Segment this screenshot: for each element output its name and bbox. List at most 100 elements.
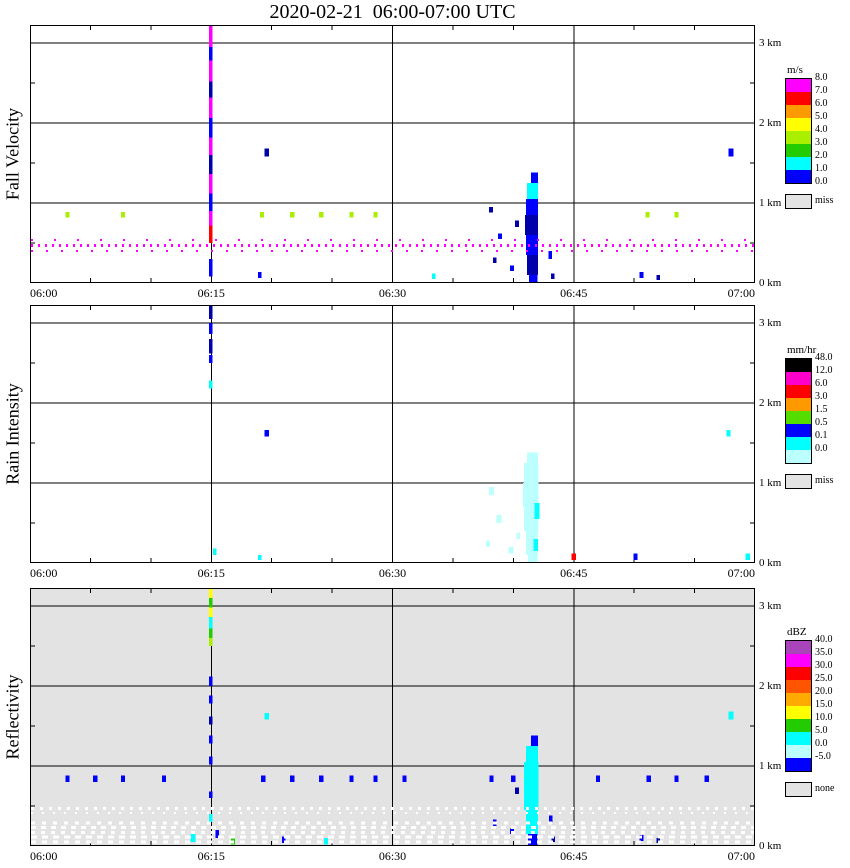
x-tick-label: 06:30 bbox=[378, 566, 407, 580]
plot-frame bbox=[30, 25, 755, 283]
legend-tick-label: 6.0 bbox=[815, 98, 828, 109]
y-tick-label: 1 km bbox=[759, 477, 782, 489]
echo-mark bbox=[120, 211, 126, 218]
echo-mark bbox=[257, 271, 262, 279]
echo-mark bbox=[208, 791, 213, 798]
legend-tick-label: 3.0 bbox=[815, 391, 828, 402]
echo-mark bbox=[548, 251, 552, 259]
echo-mark bbox=[65, 775, 70, 782]
echo-mark bbox=[527, 834, 538, 846]
legend-cell bbox=[786, 719, 811, 732]
legend-cell bbox=[786, 641, 811, 654]
legend-cell bbox=[786, 450, 811, 463]
x-tick-label: 06:15 bbox=[197, 849, 225, 863]
plot-frame bbox=[30, 588, 755, 846]
legend-cell bbox=[786, 706, 811, 719]
legend-tick-label: 0.1 bbox=[815, 430, 828, 441]
echo-mark bbox=[656, 838, 661, 843]
echo-mark bbox=[290, 775, 295, 782]
legend-cell bbox=[786, 654, 811, 667]
echo-mark bbox=[489, 775, 494, 782]
echo-mark bbox=[645, 211, 650, 218]
echo-mark bbox=[208, 323, 213, 335]
x-tick-label: 06:45 bbox=[560, 849, 588, 863]
x-tick-label: 07:00 bbox=[727, 566, 755, 580]
echo-mark bbox=[530, 172, 539, 183]
legend-cell bbox=[786, 79, 811, 92]
echo-mark bbox=[208, 137, 213, 155]
echo-mark bbox=[524, 786, 539, 810]
echo-mark bbox=[745, 553, 751, 560]
legend-tick-label: 0.0 bbox=[815, 443, 828, 454]
legend-tick-label: 5.0 bbox=[815, 725, 828, 736]
x-tick-label: 06:45 bbox=[560, 286, 588, 300]
echo-mark bbox=[526, 235, 539, 255]
plot-frame bbox=[30, 305, 755, 563]
echo-mark bbox=[261, 775, 266, 782]
echo-mark bbox=[208, 118, 213, 138]
legend-tick-label: 0.0 bbox=[815, 176, 828, 187]
legend-cell bbox=[786, 411, 811, 424]
echo-mark bbox=[595, 775, 601, 782]
legend-tick-label: 1.5 bbox=[815, 404, 828, 415]
legend-tick-label: 6.0 bbox=[815, 378, 828, 389]
legend-tick-label: 7.0 bbox=[815, 85, 828, 96]
echo-mark bbox=[524, 215, 539, 235]
legend-cell bbox=[786, 693, 811, 706]
echo-mark bbox=[515, 220, 519, 227]
legend-cell bbox=[786, 680, 811, 693]
echo-mark bbox=[515, 787, 519, 794]
echo-mark bbox=[208, 695, 213, 704]
legend-tick-label: 40.0 bbox=[815, 634, 833, 645]
legend-cell bbox=[786, 437, 811, 450]
color-scale-bar bbox=[785, 358, 812, 464]
legend-missing-label: none bbox=[815, 783, 835, 794]
echo-mark bbox=[208, 598, 213, 608]
legend-unit-label: m/s bbox=[787, 64, 803, 76]
echo-mark bbox=[208, 380, 213, 389]
x-tick-label: 06:00 bbox=[30, 286, 58, 300]
echo-mark bbox=[208, 607, 213, 618]
legend-cell bbox=[786, 398, 811, 411]
echo-mark bbox=[208, 81, 213, 98]
y-tick-label: 0 km bbox=[759, 557, 782, 569]
echo-mark bbox=[290, 211, 295, 218]
echo-mark bbox=[208, 716, 213, 725]
page-title: 2020-02-21 06:00-07:00 UTC bbox=[269, 1, 516, 23]
legend-tick-label: 4.0 bbox=[815, 124, 828, 135]
color-scale-bar bbox=[785, 78, 812, 184]
legend-cell bbox=[786, 92, 811, 105]
echo-mark bbox=[527, 255, 539, 275]
echo-mark bbox=[208, 211, 213, 226]
echo-mark bbox=[639, 271, 644, 279]
legend-cell bbox=[786, 105, 811, 118]
echo-mark bbox=[431, 273, 436, 279]
echo-mark bbox=[486, 540, 490, 547]
echo-mark bbox=[208, 617, 213, 629]
echo-mark bbox=[530, 735, 539, 746]
legend-cell bbox=[786, 667, 811, 680]
echo-mark bbox=[208, 628, 213, 638]
echo-mark bbox=[349, 211, 354, 218]
echo-mark bbox=[281, 836, 286, 843]
legend-cell bbox=[786, 131, 811, 144]
echo-mark bbox=[523, 483, 539, 507]
echo-mark bbox=[208, 97, 213, 119]
echo-mark bbox=[208, 60, 213, 82]
echo-mark bbox=[208, 339, 213, 354]
legend-tick-label: 25.0 bbox=[815, 673, 833, 684]
y-tick-label: 3 km bbox=[759, 317, 782, 329]
echo-mark bbox=[65, 211, 70, 218]
echo-mark bbox=[319, 211, 324, 218]
echo-mark bbox=[208, 193, 213, 211]
echo-mark bbox=[319, 775, 324, 782]
x-tick-label: 06:00 bbox=[30, 566, 58, 580]
legend-missing-label: miss bbox=[815, 475, 834, 486]
x-tick-label: 06:45 bbox=[560, 566, 588, 580]
x-tick-label: 06:15 bbox=[197, 286, 225, 300]
legend-tick-label: 15.0 bbox=[815, 699, 833, 710]
legend-cell bbox=[786, 372, 811, 385]
echo-mark bbox=[208, 225, 213, 243]
echo-mark bbox=[208, 676, 213, 686]
echo-mark bbox=[213, 548, 217, 555]
